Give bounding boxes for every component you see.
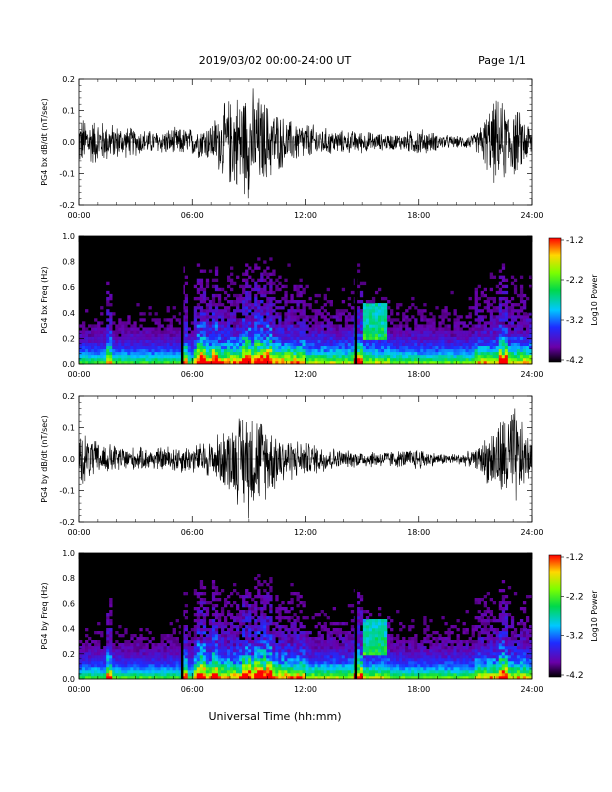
panel-1: -0.2 -0.1 0.0 0.1 0.2 00:00 06:00 12:00 18:00 24:… [40, 75, 544, 220]
y-tick-label: 0.4 [62, 625, 75, 634]
y-tick-label: 0.2 [62, 392, 75, 401]
signal-trace [79, 88, 532, 199]
x-tick-label: 18:00 [407, 370, 430, 379]
x-tick-label: 12:00 [294, 211, 317, 220]
y-tick-label: 0.8 [62, 574, 75, 583]
data-gap-2 [354, 236, 358, 364]
x-tick-label: 06:00 [181, 685, 204, 694]
x-tick-label: 00:00 [67, 685, 90, 694]
x-tick-label: 00:00 [67, 211, 90, 220]
x-tick-label: 18:00 [407, 211, 430, 220]
colorbar-tick-label: -1.2 [566, 236, 584, 246]
x-tick-label: 24:00 [520, 685, 543, 694]
colorbar-tick-label: -4.2 [566, 356, 584, 366]
colorbar [548, 237, 562, 363]
y-tick-label: 1.0 [62, 232, 75, 241]
y-tick-label: 0.2 [62, 650, 75, 659]
x-tick-label: 12:00 [294, 528, 317, 537]
y-axis-label: PG4 by dB/dt (nT/sec) [40, 415, 49, 502]
x-tick-label: 06:00 [181, 211, 204, 220]
y-tick-label: 0.2 [62, 75, 75, 84]
y-tick-label: -0.1 [59, 170, 75, 179]
colorbar-label: Log10 Power [590, 590, 599, 642]
x-tick-label: 00:00 [67, 370, 90, 379]
y-tick-label: 0.0 [62, 455, 75, 464]
panel-4: -1.2 -2.2 -3.2 -4.2 Log10 Power 0.0 0.2 0.4 0.6 0… [40, 549, 599, 694]
y-tick-label: 0.6 [62, 599, 75, 608]
y-tick-label: 0.0 [62, 138, 75, 147]
x-tick-label: 06:00 [181, 528, 204, 537]
colorbar-tick-label: -3.2 [566, 316, 584, 326]
colorbar-tick-label: -2.2 [566, 276, 584, 286]
x-tick-label: 24:00 [520, 528, 543, 537]
y-axis-label: PG4 by Freq (Hz) [40, 582, 49, 649]
colorbar-tick-label: -1.2 [566, 553, 584, 563]
x-tick-label: 12:00 [294, 370, 317, 379]
figure-title: 2019/03/02 00:00-24:00 UT [199, 54, 352, 67]
page-indicator: Page 1/1 [478, 54, 526, 67]
x-tick-label: 06:00 [181, 370, 204, 379]
data-gap-1 [180, 553, 184, 679]
y-tick-label: 0.2 [62, 334, 75, 343]
colorbar-tick-label: -2.2 [566, 592, 584, 602]
y-tick-label: 0.1 [62, 107, 75, 116]
data-gap-2 [354, 553, 358, 679]
x-tick-label: 18:00 [407, 685, 430, 694]
y-tick-label: -0.2 [59, 201, 75, 210]
y-tick-label: 0.0 [62, 675, 75, 684]
x-tick-label: 24:00 [520, 370, 543, 379]
x-tick-label: 00:00 [67, 528, 90, 537]
colorbar [548, 554, 562, 678]
y-tick-label: -0.2 [59, 518, 75, 527]
panel-2: -1.2 -2.2 -3.2 -4.2 Log10 Power 0.0 0.2 0.4 0.6 0… [40, 232, 599, 379]
x-tick-label: 18:00 [407, 528, 430, 537]
x-tick-label: 24:00 [520, 211, 543, 220]
signal-trace [79, 408, 532, 519]
y-tick-label: 0.0 [62, 360, 75, 369]
x-axis-label: Universal Time (hh:mm) [209, 710, 342, 723]
colorbar-tick-label: -4.2 [566, 671, 584, 681]
y-tick-label: 1.0 [62, 549, 75, 558]
data-gap-1 [180, 236, 184, 364]
x-tick-label: 12:00 [294, 685, 317, 694]
colorbar-tick-label: -3.2 [566, 632, 584, 642]
y-axis-label: PG4 bx Freq (Hz) [40, 266, 49, 333]
y-tick-label: 0.4 [62, 309, 75, 318]
y-tick-label: 0.1 [62, 424, 75, 433]
colorbar-label: Log10 Power [590, 274, 599, 326]
y-tick-label: 0.8 [62, 258, 75, 267]
panel-3: -0.2 -0.1 0.0 0.1 0.2 00:00 06:00 12:00 18:00 24:… [40, 392, 544, 537]
y-axis-label: PG4 bx dB/dt (nT/sec) [40, 98, 49, 185]
y-tick-label: 0.6 [62, 283, 75, 292]
y-tick-label: -0.1 [59, 487, 75, 496]
